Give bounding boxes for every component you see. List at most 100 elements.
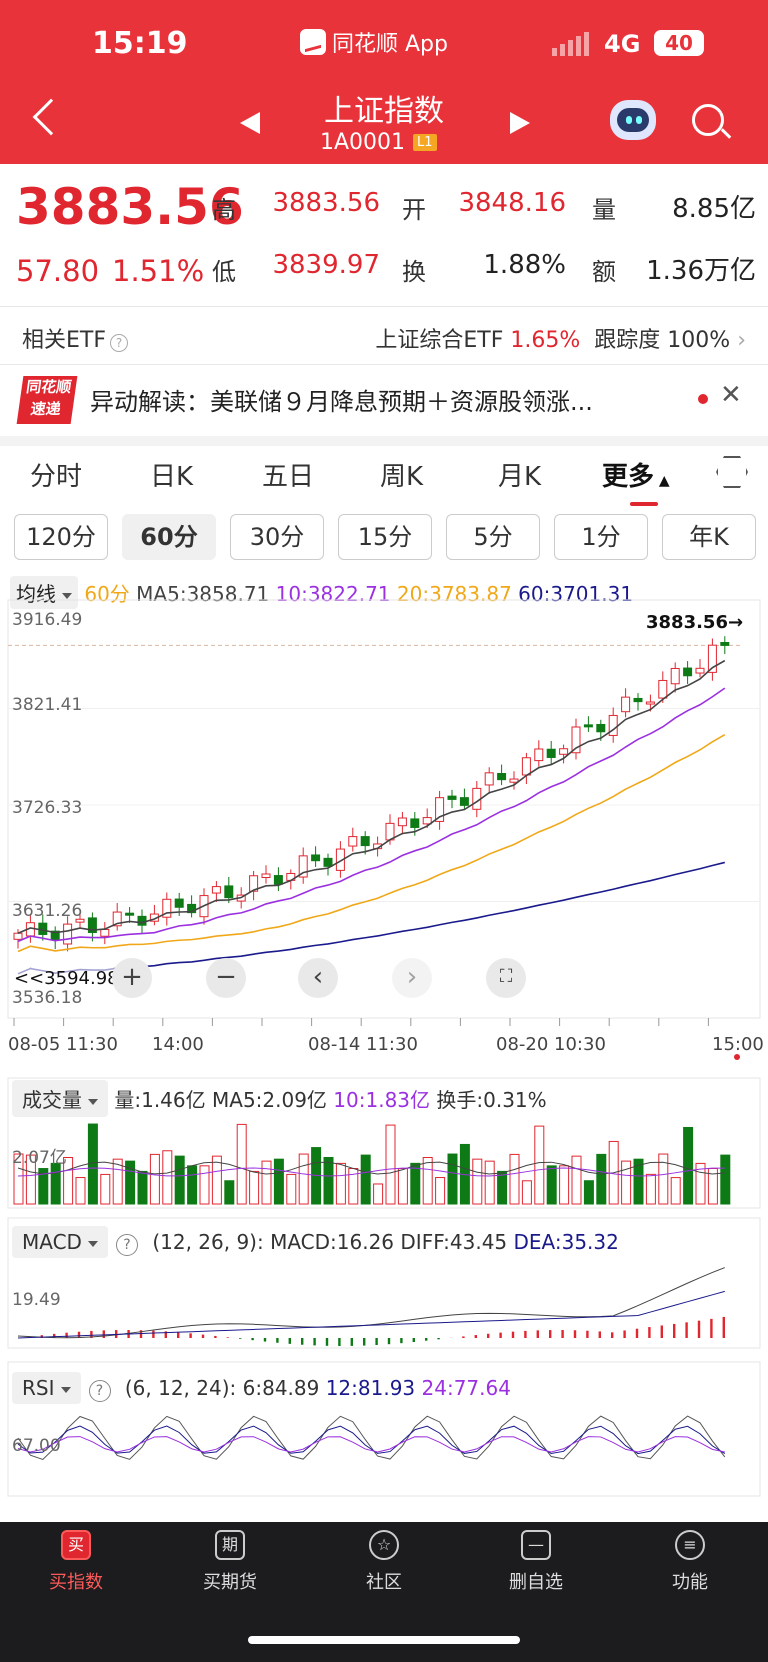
tab-timeshare[interactable]: 分时 <box>30 462 83 492</box>
sub-frame <box>7 1077 761 1209</box>
news-headline[interactable]: 异动解读：美联储９月降息预期＋资源股领涨... <box>90 388 593 416</box>
tab-remove-watchlist[interactable]: — 删自选 <box>486 1530 586 1594</box>
settings-hex-icon[interactable] <box>716 456 748 488</box>
volume-value: 8.85亿 <box>672 194 756 224</box>
tab-weekly-k[interactable]: 周K <box>380 462 424 492</box>
volume-selector[interactable]: 成交量 <box>12 1080 108 1117</box>
tab-underline <box>630 502 658 506</box>
ma-selector[interactable]: 均线 <box>10 576 78 609</box>
candle-body <box>273 875 283 885</box>
fullscreen-button[interactable]: ⛶ <box>486 958 526 998</box>
period-1m[interactable]: 1分 <box>554 514 648 560</box>
high-value: 3883.56 <box>272 188 380 218</box>
tab-monthly-k[interactable]: 月K <box>498 462 542 492</box>
candle-body <box>38 922 48 935</box>
level-badge: L1 <box>413 134 437 151</box>
turnover-label: 换 <box>402 258 426 286</box>
kline-chart[interactable] <box>0 0 768 1520</box>
tab-buy-index[interactable]: 买买指数 <box>26 1530 126 1594</box>
period-60m[interactable]: 60分 <box>122 514 216 560</box>
volume-bar <box>484 1160 495 1205</box>
candle-body <box>323 857 333 867</box>
ma60-value: 60:3701.31 <box>518 582 634 606</box>
volume-bar <box>211 1155 222 1205</box>
search-icon[interactable] <box>692 104 724 136</box>
low-value: 3839.97 <box>272 250 380 280</box>
scroll-right-button[interactable]: › <box>392 958 432 998</box>
macd-dea-line <box>17 1290 725 1339</box>
zoom-in-button[interactable]: + <box>112 958 152 998</box>
volume-bar <box>373 1183 384 1205</box>
candle-body <box>683 667 693 677</box>
period-30m[interactable]: 30分 <box>230 514 324 560</box>
volume-bar <box>497 1170 508 1205</box>
period-year-k[interactable]: 年K <box>662 514 756 560</box>
volume-bar <box>273 1158 284 1205</box>
price-axis-label: 3631.26 <box>12 901 83 921</box>
menu-icon: ≡ <box>675 1530 705 1560</box>
volume-ma10-line <box>17 1167 725 1177</box>
volume-bar <box>385 1124 396 1205</box>
volume-bar <box>50 1162 61 1205</box>
volume-bar <box>559 1165 570 1205</box>
volume-bar <box>447 1153 458 1205</box>
volume-bar <box>472 1158 483 1205</box>
latest-dot <box>734 1054 740 1060</box>
price-axis-label: 3821.41 <box>12 695 83 715</box>
rsi-selector[interactable]: RSI <box>12 1372 81 1404</box>
period-120m[interactable]: 120分 <box>14 514 108 560</box>
futures-icon: 期 <box>215 1530 245 1560</box>
tab-functions[interactable]: ≡ 功能 <box>640 1530 740 1594</box>
volume-bar <box>75 1177 86 1205</box>
volume-bar <box>410 1162 421 1205</box>
app-logo-icon <box>300 29 326 55</box>
candle-body <box>410 818 420 828</box>
period-15m[interactable]: 15分 <box>338 514 432 560</box>
tab-community[interactable]: ☆ 社区 <box>334 1530 434 1594</box>
macd-legend: MACD? (12, 26, 9): MACD:16.26 DIFF:43.45… <box>12 1226 619 1258</box>
volume-bar <box>298 1153 309 1205</box>
volume-bar <box>658 1153 669 1205</box>
candle-body <box>75 918 85 923</box>
volume-bar <box>435 1177 446 1205</box>
candle-body <box>459 797 469 806</box>
macd-selector[interactable]: MACD <box>12 1226 108 1258</box>
help-icon: ? <box>115 1234 138 1256</box>
candle-body <box>298 855 308 878</box>
tab-five-day[interactable]: 五日 <box>262 462 315 492</box>
volume-bar <box>13 1153 24 1205</box>
candle-body <box>521 757 531 776</box>
volume-bar <box>286 1173 297 1205</box>
volume-bar <box>38 1168 49 1205</box>
candle-body <box>112 911 122 927</box>
dropdown-icon <box>87 1240 98 1247</box>
volume-axis-label: 2.07亿 <box>12 1148 67 1168</box>
tab-buy-futures[interactable]: 期买期货 <box>180 1530 280 1594</box>
period-5m[interactable]: 5分 <box>446 514 540 560</box>
next-stock-icon[interactable] <box>510 112 530 134</box>
scroll-left-button[interactable]: ‹ <box>298 958 338 998</box>
zoom-out-button[interactable]: − <box>206 958 246 998</box>
home-indicator <box>248 1636 520 1644</box>
assistant-robot-icon[interactable] <box>610 100 656 140</box>
close-icon[interactable]: ✕ <box>720 380 742 410</box>
tab-daily-k[interactable]: 日K <box>150 462 194 492</box>
volume-bar <box>397 1168 408 1205</box>
etf-info[interactable]: 上证综合ETF 1.65% 跟踪度 100% › <box>375 328 746 353</box>
rsi-axis-label: 67.00 <box>12 1436 61 1456</box>
rsi-legend: RSI? (6, 12, 24): 6:84.89 12:81.93 24:77… <box>12 1372 511 1404</box>
candle-body <box>422 817 432 825</box>
related-etf[interactable]: 相关ETF? <box>22 322 128 354</box>
candle-body <box>211 886 221 894</box>
candle-body <box>249 875 259 892</box>
price-axis-label: 3726.33 <box>12 798 83 818</box>
rsi12-line <box>17 1425 726 1455</box>
signal-icon <box>552 32 589 56</box>
candle-body <box>335 848 345 871</box>
x-axis-label: 08-05 11:30 <box>8 1034 118 1055</box>
tab-more[interactable]: 更多 ▲ <box>602 462 670 492</box>
volume-ma5-line <box>17 1161 725 1175</box>
volume-bar <box>335 1162 346 1205</box>
prev-stock-icon[interactable] <box>240 112 260 134</box>
candle-body <box>559 748 569 755</box>
